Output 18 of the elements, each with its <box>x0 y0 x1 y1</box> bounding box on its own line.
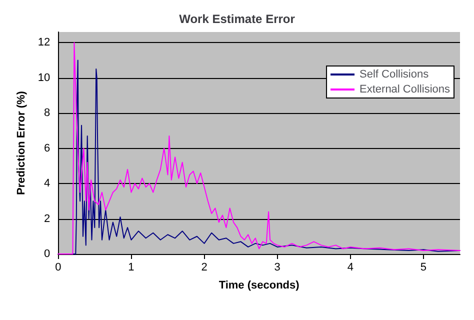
y-tick-label: 6 <box>44 142 50 154</box>
y-tick-label: 8 <box>44 107 50 120</box>
x-tick-label: 1 <box>128 262 134 274</box>
x-axis-title: Time (seconds) <box>218 280 300 292</box>
y-tick-label: 10 <box>38 72 50 84</box>
chart-title: Work Estimate Error <box>179 12 296 26</box>
legend-label: Self Collisions <box>360 68 430 80</box>
legend-label: External Collisions <box>360 84 450 96</box>
y-tick-label: 4 <box>44 178 50 190</box>
y-tick-label: 0 <box>44 248 50 260</box>
y-axis-title: Prediction Error (%) <box>16 90 28 195</box>
x-tick-label: 4 <box>347 262 354 274</box>
x-tick-label: 3 <box>274 262 280 274</box>
x-tick-label: 2 <box>201 262 208 274</box>
y-tick-label: 12 <box>38 36 50 49</box>
x-tick-label: 5 <box>420 262 427 274</box>
x-tick-label: 0 <box>55 262 62 274</box>
y-tick-label: 2 <box>44 212 50 225</box>
